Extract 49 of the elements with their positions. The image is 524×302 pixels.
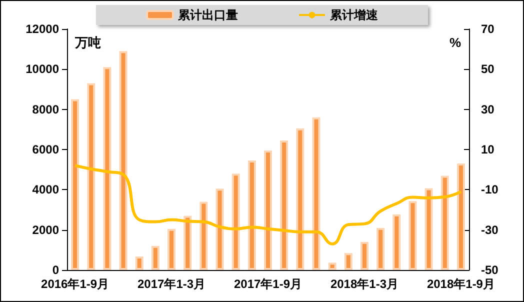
bar	[312, 117, 320, 270]
x-tick-label: 2017年1-9月	[234, 277, 302, 291]
y-tick-label: 10000	[26, 62, 60, 76]
bar	[264, 150, 272, 270]
bar	[135, 256, 144, 270]
bar	[296, 128, 304, 270]
bar	[168, 228, 176, 270]
bar	[280, 140, 288, 270]
bar	[248, 160, 256, 270]
bar	[184, 216, 192, 270]
x-tick-label: 2018年1-9月	[426, 277, 495, 291]
bar	[440, 176, 449, 270]
bar	[200, 202, 208, 270]
legend-label: 累计增速	[329, 8, 379, 22]
bar	[71, 99, 80, 270]
bar	[87, 83, 96, 270]
y2-tick-label: 50	[481, 62, 495, 76]
line-series	[74, 164, 462, 246]
bar	[103, 67, 112, 270]
bar	[424, 188, 433, 270]
bar	[328, 262, 336, 270]
y2-tick-label: -10	[481, 182, 499, 197]
bar	[408, 201, 417, 270]
x-tick-label: 2016年1-9月	[41, 277, 110, 291]
bar	[456, 164, 465, 270]
bar	[119, 51, 128, 270]
bar	[344, 253, 352, 270]
y2-tick-label: -30	[481, 222, 499, 237]
y-tick-label: 2000	[32, 222, 60, 237]
bar	[392, 214, 401, 270]
bar	[216, 188, 224, 270]
y2-tick-label: -50	[481, 263, 499, 277]
y-tick-label: 12000	[26, 22, 60, 36]
x-tick-label: 2017年1-3月	[137, 277, 206, 291]
y2-tick-label: 30	[481, 102, 495, 116]
bar	[360, 242, 368, 270]
bar	[376, 228, 385, 270]
bar	[232, 174, 240, 270]
x-tick-label: 2018年1-3月	[330, 277, 399, 291]
y2-tick-label: 10	[481, 142, 495, 156]
y2-axis-title: %	[449, 35, 462, 50]
y2-tick-label: 70	[481, 22, 495, 36]
y-tick-label: 4000	[32, 182, 60, 197]
legend-label: 累计出口量	[177, 8, 238, 22]
y-tick-label: 8000	[32, 102, 60, 116]
bar	[151, 246, 160, 270]
y-tick-label: 0	[52, 263, 60, 277]
y-axis-title: 万吨	[74, 35, 101, 50]
y-tick-label: 6000	[32, 142, 60, 156]
